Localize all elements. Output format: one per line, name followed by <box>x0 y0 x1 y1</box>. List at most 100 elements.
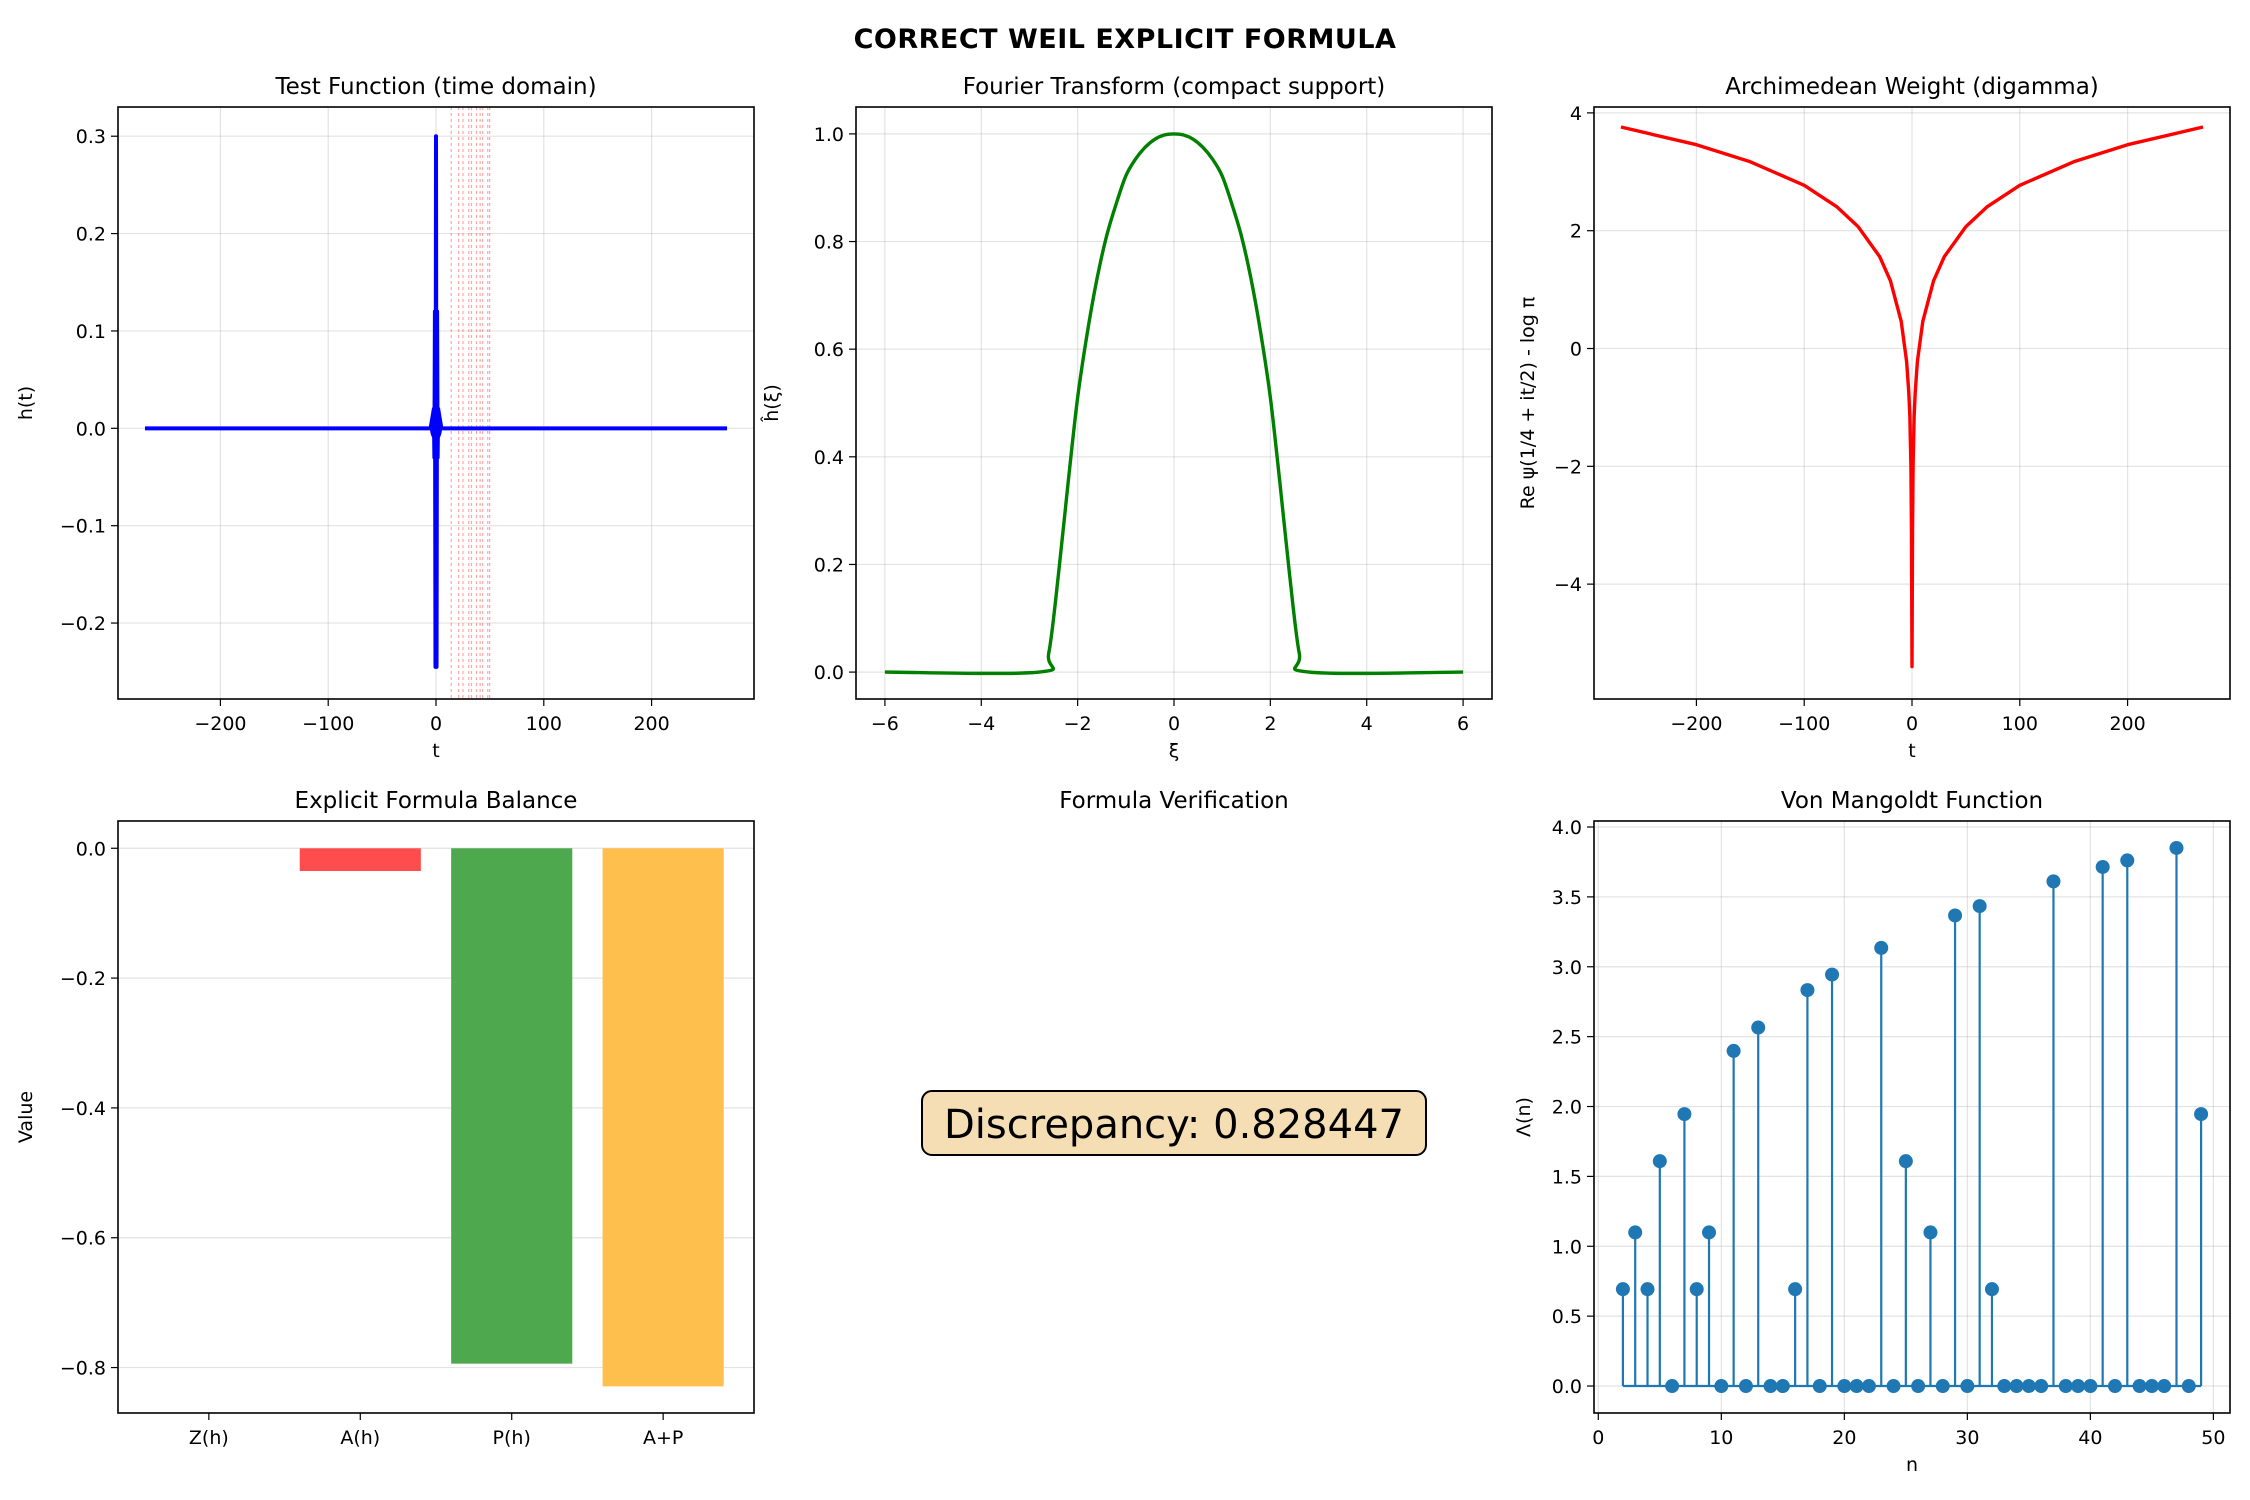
y-tick-label: −0.6 <box>60 1228 106 1250</box>
stem-marker <box>2181 1379 2196 1394</box>
fourier-transform-panel: Fourier Transform (compact support) −6 −4 −… <box>760 74 1493 762</box>
x-tick-label: −200 <box>194 713 246 735</box>
x-tick-label: 200 <box>633 713 669 735</box>
stem-marker <box>2120 853 2135 868</box>
panel-title: Archimedean Weight (digamma) <box>1725 74 2099 100</box>
category-label: Z(h) <box>189 1427 229 1449</box>
stem-marker <box>1628 1225 1643 1240</box>
axes-frame <box>117 106 755 700</box>
axes-frame <box>1593 106 2231 700</box>
discrepancy-text: Discrepancy: 0.828447 <box>944 1102 1404 1148</box>
stem-marker <box>2144 1379 2159 1394</box>
x-tick-label: −2 <box>1064 713 1092 735</box>
y-tick-label: 0.0 <box>814 662 844 684</box>
stem-marker <box>1751 1020 1766 1035</box>
x-tick-label: −6 <box>871 713 899 735</box>
test-function-panel: Test Function (time domain) −200 −100 0 100 2… <box>15 74 755 762</box>
y-axis-label: h(t) <box>15 386 37 420</box>
x-tick-label: 6 <box>1457 713 1469 735</box>
panel-title: Test Function (time domain) <box>274 74 596 100</box>
axes-frame <box>855 106 1493 700</box>
y-tick-label: 0.2 <box>814 554 844 576</box>
x-tick-label: −200 <box>1670 713 1722 735</box>
panel-title: Formula Verification <box>1059 788 1289 814</box>
y-tick-label: 0.0 <box>76 838 106 860</box>
axes-frame <box>1593 820 2231 1414</box>
discrepancy-box <box>921 1090 1427 1156</box>
stem-marker <box>2034 1379 2049 1394</box>
stem-marker <box>2046 874 2061 889</box>
x-tick-label: 20 <box>1832 1427 1856 1449</box>
stem-marker <box>1812 1379 1827 1394</box>
stem-marker <box>1800 983 1815 998</box>
bar-ph <box>451 848 573 1364</box>
y-tick-label: 0.4 <box>814 447 844 469</box>
stem-marker <box>1874 940 1889 955</box>
y-axis-label: Re ψ(1/4 + it/2) - log π <box>1517 297 1539 510</box>
stem-marker <box>2169 840 2184 855</box>
stem-marker <box>1849 1379 1864 1394</box>
y-tick-label: 0.6 <box>814 339 844 361</box>
x-axis-label: t <box>1908 740 1915 762</box>
panel-title: Explicit Formula Balance <box>295 788 578 814</box>
category-label: A+P <box>643 1427 683 1449</box>
y-tick-label: 0.0 <box>1552 1376 1582 1398</box>
test-function-line <box>144 134 728 669</box>
y-tick-label: 4.0 <box>1552 817 1582 839</box>
formula-verification-panel: Formula Verification Discrepancy: 0.82844… <box>921 788 1427 1156</box>
figure-title: CORRECT WEIL EXPLICIT FORMULA <box>853 24 1397 55</box>
y-tick-label: 4 <box>1570 103 1582 125</box>
stem-marker <box>1788 1282 1803 1297</box>
category-label: A(h) <box>340 1427 380 1449</box>
x-tick-label: 0 <box>1168 713 1180 735</box>
stem-marker <box>1861 1379 1876 1394</box>
stem-marker <box>2071 1379 2086 1394</box>
x-tick-label: −4 <box>967 713 995 735</box>
stem-marker <box>1677 1107 1692 1122</box>
y-tick-label: 1.0 <box>1552 1236 1582 1258</box>
stem-marker <box>2107 1379 2122 1394</box>
stem-marker <box>1948 908 1963 923</box>
y-tick-label: 0.3 <box>76 126 106 148</box>
x-tick-label: 0 <box>1906 713 1918 735</box>
y-tick-label: −0.8 <box>60 1358 106 1380</box>
x-axis-label: t <box>432 740 439 762</box>
stem-marker <box>2132 1379 2147 1394</box>
x-tick-label: 40 <box>2078 1427 2102 1449</box>
archimedean-weight-panel: Archimedean Weight (digamma) −200 −100 0 100… <box>1517 74 2231 762</box>
y-tick-label: 1.0 <box>814 124 844 146</box>
y-tick-label: 1.5 <box>1552 1166 1582 1188</box>
y-tick-label: −0.4 <box>60 1098 106 1120</box>
x-tick-label: −100 <box>302 713 354 735</box>
x-tick-label: 30 <box>1955 1427 1979 1449</box>
stem-marker <box>1886 1379 1901 1394</box>
x-tick-label: −100 <box>1778 713 1830 735</box>
y-tick-label: 0.1 <box>76 321 106 343</box>
stem-marker <box>1665 1379 1680 1394</box>
stem-marker <box>1935 1379 1950 1394</box>
stem-marker <box>1837 1379 1852 1394</box>
stem-marker <box>1923 1225 1938 1240</box>
y-tick-label: 0.2 <box>76 224 106 246</box>
y-tick-label: 0.0 <box>76 418 106 440</box>
stem-marker <box>1972 899 1987 914</box>
y-axis-label: Value <box>15 1091 37 1143</box>
y-axis-label: ĥ(ξ) <box>760 384 783 422</box>
y-tick-label: −0.2 <box>60 613 106 635</box>
stem-marker <box>1763 1379 1778 1394</box>
stem-marker <box>1738 1379 1753 1394</box>
stem-marker <box>1615 1282 1630 1297</box>
von-mangoldt-panel: Von Mangoldt Function 0 10 20 30 40 50 0.0 0.5 1.… <box>1513 788 2231 1476</box>
panel-title: Von Mangoldt Function <box>1781 788 2043 814</box>
x-tick-label: 0 <box>1592 1427 1604 1449</box>
y-tick-label: 3.0 <box>1552 957 1582 979</box>
bar-ap <box>602 848 724 1387</box>
y-tick-label: −0.2 <box>60 968 106 990</box>
stem-marker <box>2058 1379 2073 1394</box>
stem-marker <box>1960 1379 1975 1394</box>
stem-marker <box>2194 1107 2209 1122</box>
bar-ah <box>299 848 421 871</box>
y-tick-label: −2 <box>1554 456 1582 478</box>
stem-marker <box>1689 1282 1704 1297</box>
